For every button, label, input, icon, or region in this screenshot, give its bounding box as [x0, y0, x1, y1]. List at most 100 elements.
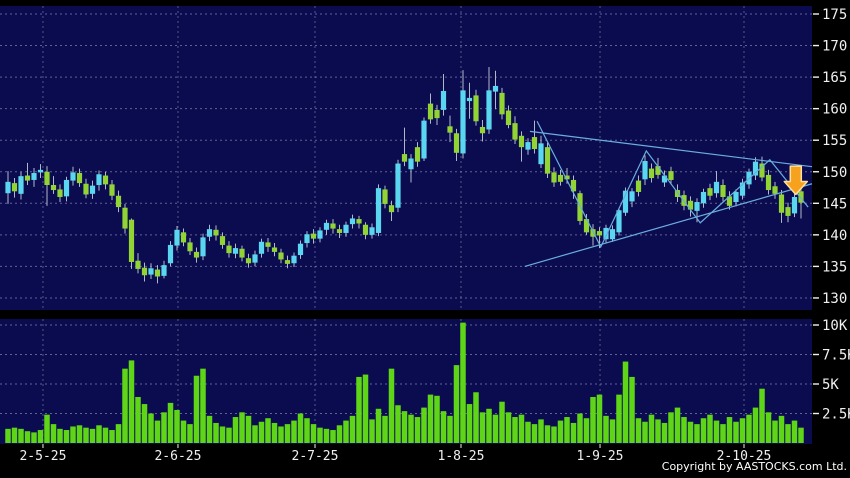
volume-bar	[206, 415, 213, 443]
candle-body	[785, 207, 791, 216]
volume-bar	[772, 420, 778, 443]
zigzag-line	[536, 120, 809, 249]
candle-body	[466, 97, 473, 102]
candle-body	[622, 190, 629, 213]
candle-body	[50, 185, 57, 191]
candle-body	[421, 120, 427, 159]
price-axis-label: 155	[822, 133, 847, 149]
volume-bar	[486, 408, 492, 443]
candle-body	[18, 176, 24, 194]
candle-body	[349, 218, 356, 225]
volume-bar	[219, 426, 226, 443]
candle-body	[479, 126, 486, 134]
volume-bar	[96, 425, 102, 443]
volume-bar	[83, 427, 89, 443]
volume-bar	[5, 428, 11, 443]
candle-body	[11, 183, 18, 192]
volume-bar	[726, 417, 733, 443]
volume-bar	[89, 428, 96, 443]
candle-body	[37, 169, 44, 173]
candle-body	[434, 109, 440, 119]
volume-bar	[713, 420, 720, 443]
volume-bar	[629, 376, 635, 443]
volume-bar	[323, 428, 330, 443]
volume-bar	[583, 418, 590, 443]
candle-body	[265, 242, 271, 247]
candle-body	[590, 229, 596, 237]
candle-body	[96, 174, 102, 186]
candle-body	[739, 182, 746, 196]
candle-body	[752, 161, 759, 176]
volume-bar	[765, 412, 772, 443]
volume-bar	[63, 430, 70, 443]
candle-body	[258, 241, 265, 254]
candle-body	[564, 175, 570, 180]
candle-body	[505, 110, 512, 126]
volume-bar	[707, 414, 713, 443]
volume-bar	[382, 415, 388, 443]
candle-body	[5, 181, 11, 194]
candle-body	[167, 244, 174, 264]
candle-body	[122, 207, 128, 229]
volume-bar	[447, 415, 453, 443]
candle-body	[109, 184, 115, 196]
volume-bar	[557, 420, 564, 443]
candle-body	[278, 252, 284, 260]
volume-bar	[622, 361, 629, 443]
volume-bar	[746, 414, 752, 443]
volume-bar	[122, 368, 128, 443]
date-axis-label: 1-8-25	[438, 449, 485, 464]
candle-body	[518, 135, 525, 148]
volume-bar	[278, 426, 284, 443]
volume-bar	[778, 415, 785, 443]
volume-bar	[609, 419, 616, 443]
candle-body	[544, 147, 551, 174]
price-axis-label: 135	[822, 259, 847, 275]
candle-body	[31, 173, 37, 180]
volume-bar	[18, 428, 24, 443]
candle-body	[648, 168, 655, 179]
candle-body	[798, 191, 804, 203]
candle-body	[304, 234, 310, 244]
volume-bar	[232, 417, 239, 443]
candle-body	[759, 163, 765, 178]
volume-bar	[252, 425, 258, 443]
candle-body	[700, 191, 707, 204]
volume-bar	[791, 420, 798, 443]
volume-bar	[492, 414, 499, 443]
candle-body	[44, 171, 50, 186]
candle-body	[447, 126, 453, 133]
trendline-resistance	[529, 130, 813, 168]
volume-bar	[700, 418, 707, 443]
volume-bar	[343, 420, 349, 443]
volume-bar	[271, 422, 278, 443]
candle-body	[414, 147, 421, 162]
volume-bar	[538, 419, 544, 443]
volume-bar	[473, 392, 479, 443]
volume-bar	[401, 411, 408, 443]
candle-body	[427, 103, 434, 120]
volume-bar	[733, 421, 739, 443]
candle-body	[726, 196, 733, 206]
candle-body	[629, 191, 635, 202]
volume-bar	[128, 360, 135, 443]
candle-body	[24, 175, 31, 181]
price-axis-label: 175	[822, 7, 847, 23]
volume-bar	[434, 395, 440, 443]
volume-bar	[356, 376, 362, 443]
volume-axis-label: 7.5K	[822, 348, 850, 364]
price-axis-label: 140	[822, 228, 847, 244]
candle-body	[791, 196, 798, 214]
volume-bar	[427, 394, 434, 443]
volume-bar	[57, 428, 63, 443]
price-axis-label: 130	[822, 291, 847, 307]
candle-body	[161, 265, 167, 276]
price-axis-label: 150	[822, 165, 847, 181]
date-axis-label: 2-7-25	[292, 449, 339, 464]
volume-bar	[76, 425, 83, 443]
copyright-text: Copyright by AASTOCKS.com Ltd.	[661, 460, 847, 473]
date-axis-label: 1-9-25	[577, 449, 624, 464]
volume-bar	[200, 368, 206, 443]
candle-body	[512, 123, 518, 140]
